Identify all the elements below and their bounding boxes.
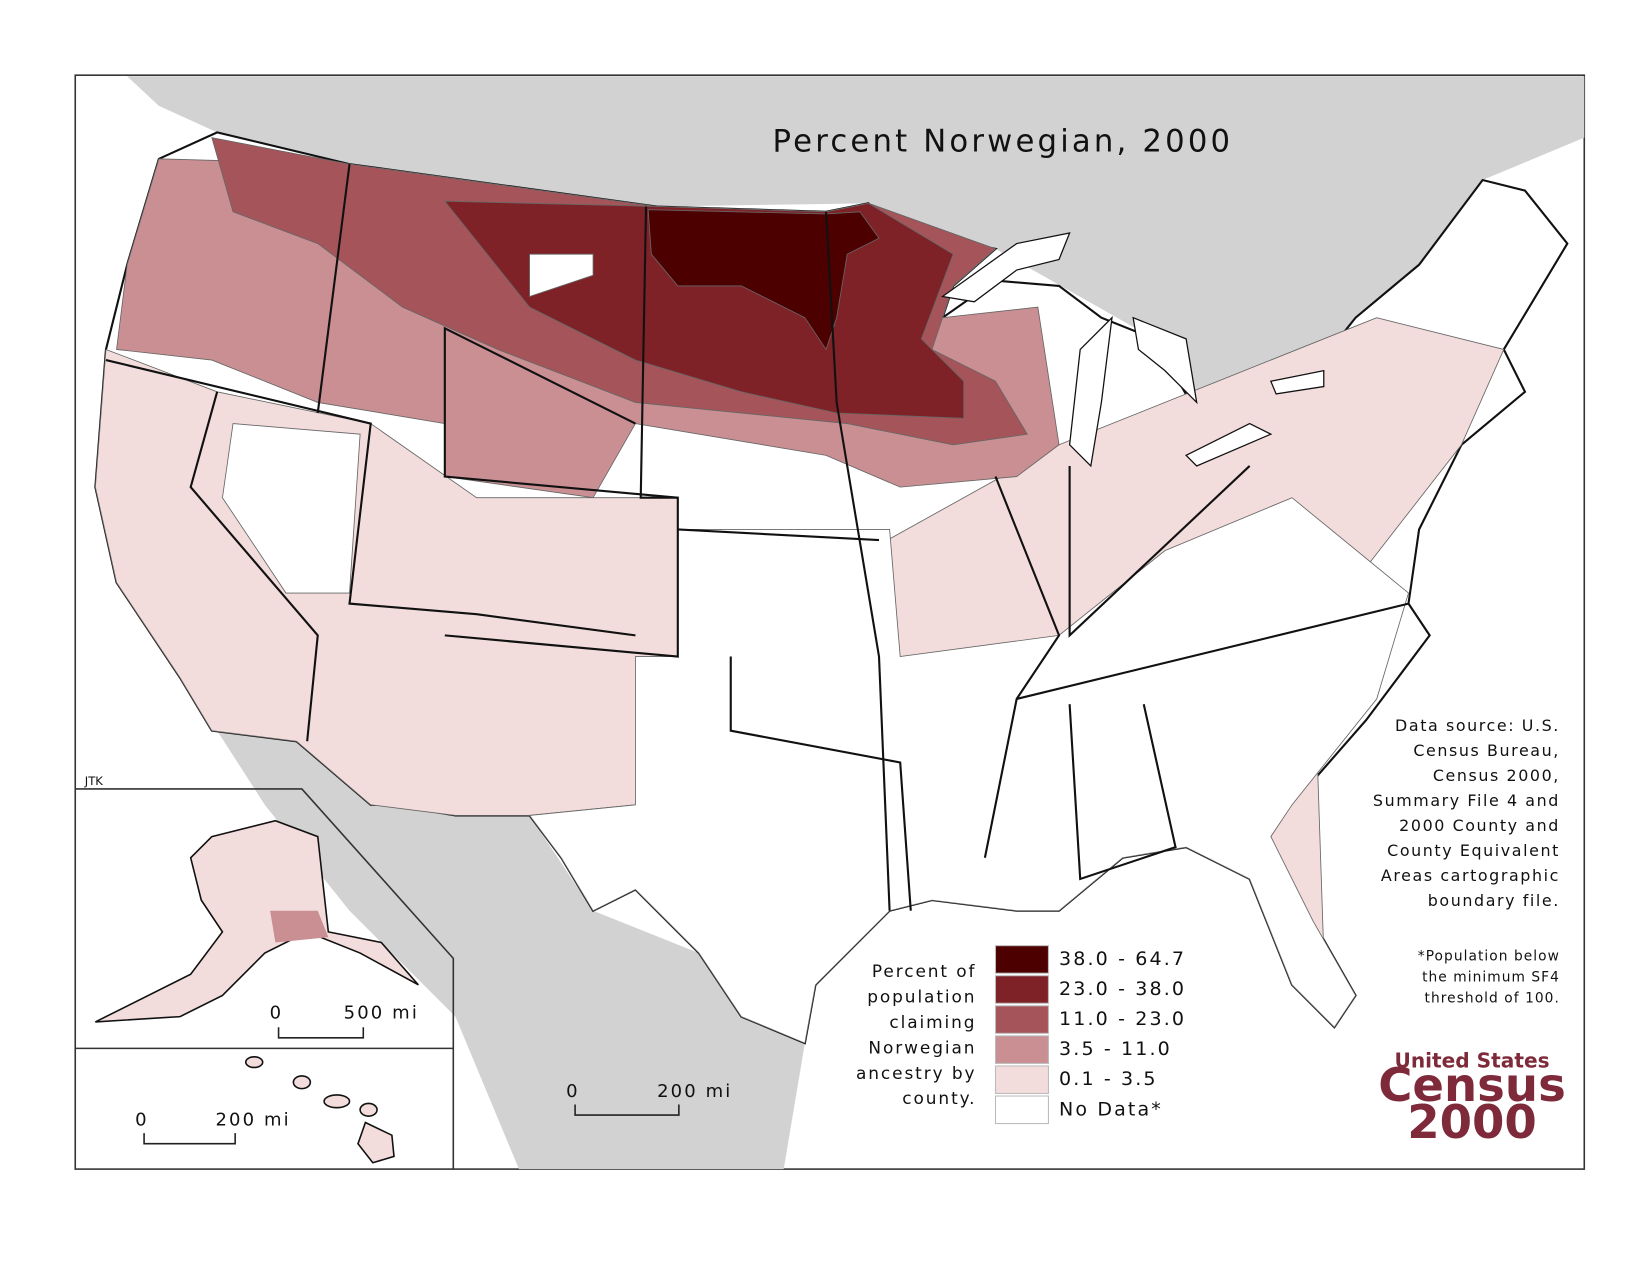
region [647,209,880,351]
state-border [825,211,891,911]
scale-label: 200 mi [215,1109,290,1130]
lake-erie [1185,422,1273,467]
legend-title: Percent of [872,961,977,981]
source-line: Areas cartographic [1381,866,1560,885]
lake-superior [940,232,1071,303]
scale-label: 500 mi [344,1002,419,1023]
legend-swatch [994,1005,1049,1034]
scale-label: 200 mi [657,1081,732,1102]
source-line: boundary file. [1428,891,1560,910]
legend-label: 11.0 - 23.0 [1059,1008,1186,1030]
note-line: the minimum SF4 [1422,969,1560,985]
state-border [189,391,319,742]
lake-michigan [1068,315,1113,468]
great-lakes [940,232,1325,468]
scale-line [143,1133,236,1145]
state-border [983,476,1061,858]
legend-swatch [994,1035,1049,1064]
legend-label: 0.1 - 3.5 [1059,1068,1158,1090]
state-border [316,164,351,414]
source-line: Census 2000, [1433,766,1560,785]
scale-label: 0 [135,1109,149,1130]
legend-swatch [994,975,1049,1004]
state-border [105,359,636,637]
state-border [443,326,678,499]
lake-ontario [1269,369,1325,395]
lake-huron [1132,316,1198,405]
scale-bar-main: 0 200 mi [566,1081,732,1116]
alaska-region [270,910,329,943]
logo-text: Census [1378,1058,1566,1112]
canada [127,76,1585,419]
note-line: *Population below [1418,948,1560,964]
state-border [729,656,912,911]
scale-line [277,1027,365,1039]
source-line: 2000 County and [1399,816,1560,835]
legend-title: Norwegian [868,1037,976,1057]
state-borders [105,164,1409,911]
island [244,1056,264,1069]
legend-label: 38.0 - 64.7 [1059,948,1186,970]
region [529,253,594,298]
data-source: Data source: U.S. Census Bureau, Census 20… [1373,716,1560,1007]
state-border [1068,703,1177,881]
census-logo: United States Census 2000 [1378,1049,1566,1150]
legend-title: claiming [889,1012,976,1032]
legend-label: 23.0 - 38.0 [1059,978,1186,1000]
state-border [677,528,880,542]
legend-title: county. [902,1088,976,1108]
scale-label: 0 [270,1002,284,1023]
source-line: Summary File 4 and [1373,791,1560,810]
scale-line [574,1104,680,1116]
island [357,1121,395,1164]
legend-label: No Data* [1059,1098,1163,1120]
source-line: Census Bureau, [1413,741,1560,760]
alaska [95,819,419,1023]
island [359,1102,378,1117]
map-title: Percent Norwegian, 2000 [773,123,1234,159]
state-border [1068,465,1251,638]
legend-label: 3.5 - 11.0 [1059,1038,1172,1060]
inset-border [75,788,455,1170]
legend-title: ancestry by [856,1063,976,1083]
legend-title: population [867,987,976,1007]
credit: JTK [84,774,104,788]
island [323,1094,351,1109]
note-line: threshold of 100. [1425,991,1560,1007]
logo-text: United States [1394,1049,1549,1073]
source-line: County Equivalent [1387,841,1560,860]
region [222,423,361,594]
legend: Percent of population claiming Norwegian anc… [856,945,1186,1125]
source-line: Data source: U.S. [1395,716,1560,735]
state-border [1016,602,1409,700]
mexico [217,730,805,1170]
scale-label: 0 [566,1081,580,1102]
region [528,497,1409,1044]
island [292,1075,312,1090]
logo-text: 2000 [1407,1095,1537,1149]
legend-swatch [994,1095,1049,1125]
scale-bar-hawaii: 0 200 mi [135,1109,290,1145]
scale-bar-alaska: 0 500 mi [270,1002,419,1039]
hawaii [244,1056,395,1164]
legend-swatch [994,1065,1049,1095]
legend-swatch [994,945,1049,974]
